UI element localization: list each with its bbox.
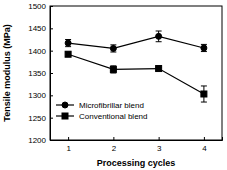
error-bar <box>156 31 162 42</box>
series-line <box>68 54 204 94</box>
legend-item: Conventional blend <box>56 112 148 121</box>
point <box>156 66 162 72</box>
y-axis-tick-mark <box>50 140 53 141</box>
plot-frame <box>50 6 222 140</box>
point <box>110 45 116 51</box>
x-axis: 1 2 3 4 <box>51 137 223 153</box>
series-line <box>68 36 204 48</box>
error-bar-cap <box>201 102 207 103</box>
x-axis-line <box>51 137 223 141</box>
x-axis-tick: 1 <box>66 137 71 153</box>
x-axis-tick-mark <box>113 137 114 140</box>
point <box>156 33 162 39</box>
y-axis-tick: 1250 <box>28 114 53 123</box>
legend-label: Microfibrillar blend <box>79 101 144 110</box>
y-axis-tick-mark <box>50 95 53 96</box>
y-axis: 1200 1250 1300 1350 1400 1450 1500 <box>28 2 53 145</box>
x-axis-tick-mark <box>68 137 69 140</box>
y-axis-line <box>51 7 54 141</box>
error-bar <box>201 86 207 102</box>
y-axis-title: Tensile modulus (MPa) <box>2 24 12 121</box>
error-bar-cap <box>156 41 162 42</box>
point <box>65 40 71 46</box>
y-axis-tick-mark <box>50 6 53 7</box>
y-axis-tick-label: 1300 <box>28 91 46 100</box>
y-axis-tick-mark <box>50 28 53 29</box>
legend-item: Microfibrillar blend <box>56 101 144 110</box>
error-bar <box>201 44 207 51</box>
x-axis-tick-label: 4 <box>202 144 207 153</box>
x-axis-tick: 2 <box>112 137 117 153</box>
y-axis-tick: 1300 <box>28 91 53 100</box>
x-axis-tick-label: 2 <box>112 144 117 153</box>
plot: 1 2 3 4 1200 1250 1300 1350 1400 1450 1500 Microfib… <box>28 2 222 153</box>
point <box>201 45 207 51</box>
x-axis-tick: 4 <box>202 137 207 153</box>
error-bar-cap <box>156 31 162 32</box>
x-axis-tick-label: 3 <box>157 144 162 153</box>
legend-marker <box>62 102 68 108</box>
error-bar <box>65 40 71 47</box>
error-bar <box>110 66 116 73</box>
y-axis-tick-mark <box>50 73 53 74</box>
error-bar <box>110 45 116 52</box>
y-axis-tick-label: 1400 <box>28 47 46 56</box>
y-axis-tick: 1350 <box>28 69 53 78</box>
y-axis-tick-label: 1450 <box>28 24 46 33</box>
error-bar-cap <box>201 85 207 86</box>
x-axis-tick-label: 1 <box>66 144 71 153</box>
y-axis-tick-label: 1350 <box>28 69 46 78</box>
error-bar <box>65 52 71 56</box>
legend-marker <box>62 113 68 119</box>
legend-label: Conventional blend <box>79 112 148 121</box>
point <box>110 66 116 72</box>
y-axis-tick-mark <box>50 118 53 119</box>
y-axis-tick-label: 1250 <box>28 114 46 123</box>
y-axis-tick-mark <box>50 51 53 52</box>
point <box>201 91 207 97</box>
data-area <box>65 31 207 102</box>
x-axis-tick-mark <box>159 137 160 140</box>
y-axis-tick-label: 1200 <box>28 136 46 145</box>
y-axis-tick: 1500 <box>28 2 53 11</box>
x-axis-title: Processing cycles <box>97 158 176 168</box>
x-axis-tick-mark <box>204 137 205 140</box>
legend: Microfibrillar blend Conventional blend <box>56 101 148 121</box>
y-axis-tick-label: 1500 <box>28 2 46 11</box>
point <box>65 51 71 57</box>
x-axis-tick: 3 <box>157 137 162 153</box>
y-axis-tick: 1450 <box>28 24 53 33</box>
y-axis-tick: 1200 <box>28 136 53 145</box>
chart: 1 2 3 4 1200 1250 1300 1350 1400 1450 1500 Microfib… <box>0 0 227 170</box>
y-axis-tick: 1400 <box>28 47 53 56</box>
